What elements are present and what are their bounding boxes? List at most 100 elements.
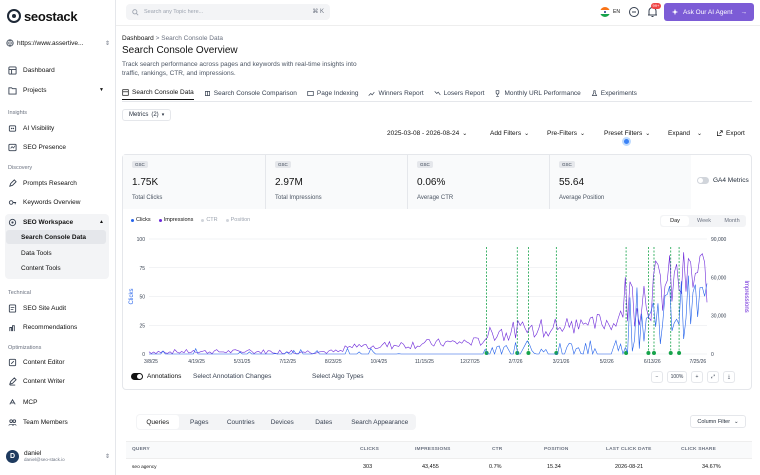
y2-tick-label: 0 <box>711 352 714 358</box>
sidebar-item-dashboard[interactable]: Dashboard <box>6 63 110 77</box>
preset-filters-label: Preset Filters <box>604 129 643 137</box>
sidebar-subitem-search-console-data[interactable]: Search Console Data <box>21 234 87 241</box>
table-tab-pages[interactable]: Pages <box>190 418 209 426</box>
ai-icon <box>8 124 17 132</box>
sidebar-subitem-data-tools[interactable]: Data Tools <box>21 250 52 257</box>
metric-card-impressions: GSC 2.97M Total Impressions <box>265 155 407 209</box>
column-header-ctr[interactable]: CTR <box>492 447 503 452</box>
annotation-marker <box>677 351 682 355</box>
metrics-label: Metrics <box>129 112 149 118</box>
granularity-day[interactable]: Day <box>661 216 689 226</box>
sidebar-item-content-writer[interactable]: Content Writer <box>6 374 110 388</box>
legend-position[interactable]: Position <box>225 217 250 223</box>
sidebar-item-label: Projects <box>23 86 47 94</box>
search-input[interactable]: Search any Topic here... ⌘ K <box>126 4 330 20</box>
column-header-click-share[interactable]: CLICK SHARE <box>681 447 716 452</box>
annotations-toggle[interactable]: Annotations <box>131 373 181 380</box>
tab-page-indexing[interactable]: Page Indexing <box>307 86 358 100</box>
column-header-clicks[interactable]: CLICKS <box>360 447 380 452</box>
zoom-in-button[interactable]: + <box>691 371 703 383</box>
y-tick-label: 0 <box>142 352 145 358</box>
sidebar-subitem-content-tools[interactable]: Content Tools <box>21 265 61 272</box>
sidebar-item-seo-presence[interactable]: SEO Presence <box>6 140 110 154</box>
india-flag-icon[interactable] <box>600 7 610 17</box>
sidebar-item-keywords-overview[interactable]: Keywords Overview <box>6 195 110 209</box>
y-tick-label: 50 <box>139 295 145 301</box>
metric-card-ctr: GSC 0.06% Average CTR <box>407 155 549 209</box>
tab-losers-report[interactable]: Losers Report <box>434 86 484 100</box>
user-menu[interactable]: D daniel daniel@seo-stack.io ⇕ <box>6 444 110 468</box>
table-tab-devices[interactable]: Devices <box>270 418 294 426</box>
metric-value: 55.64 <box>559 177 585 188</box>
search-icon <box>132 8 139 15</box>
column-header-impressions[interactable]: IMPRESSIONS <box>415 447 451 452</box>
tab-search-console-data[interactable]: Search Console Data <box>122 86 194 100</box>
chevron-down-icon: ⌄ <box>579 130 586 137</box>
tab-search-console-comparison[interactable]: Search Console Comparison <box>204 86 297 100</box>
table-tab-search-appearance[interactable]: Search Appearance <box>351 418 409 426</box>
table-tab-queries[interactable]: Queries <box>137 415 179 429</box>
granularity-month[interactable]: Month <box>724 218 740 224</box>
sidebar-item-ai-visibility[interactable]: AI Visibility <box>6 121 110 135</box>
annotation-marker <box>624 351 629 355</box>
gsc-badge: GSC <box>417 161 433 168</box>
table-tab-dates[interactable]: Dates <box>315 418 333 426</box>
brand-logo[interactable]: seostack <box>7 7 78 25</box>
add-filters-button[interactable]: Add Filters ⌄ <box>490 127 529 139</box>
sidebar-item-recommendations[interactable]: Recommendations <box>6 320 110 334</box>
sidebar-item-seo-site-audit[interactable]: SEO Site Audit <box>6 301 110 315</box>
tab-bar: Search Console Data Search Console Compa… <box>122 86 637 100</box>
site-selector-value: https://www.assertive... <box>17 39 84 47</box>
ga4-metrics-toggle[interactable]: GA4 Metrics <box>697 177 749 184</box>
legend-clicks[interactable]: Clicks <box>131 217 151 223</box>
date-range-picker[interactable]: 2025-03-08 - 2026-08-24 ⌄ <box>387 127 467 139</box>
zoom-out-button[interactable]: − <box>651 371 663 383</box>
tab-winners-report[interactable]: Winners Report <box>368 86 424 100</box>
page-title: Search Console Overview <box>122 45 238 56</box>
x-tick-label: 7/12/25 <box>279 359 296 365</box>
site-selector[interactable]: https://www.assertive... ⇕ <box>6 36 110 50</box>
language-code[interactable]: EN <box>613 9 620 15</box>
column-header-last-click-date[interactable]: LAST CLICK DATE <box>606 447 652 452</box>
cell-clicks: 303 <box>363 464 373 470</box>
sidebar-item-content-editor[interactable]: Content Editor <box>6 355 110 369</box>
gsc-badge: GSC <box>132 161 148 168</box>
sidebar-item-team-members[interactable]: Team Members <box>6 415 110 429</box>
sidebar-item-mcp[interactable]: MCP <box>6 395 110 409</box>
cell-click-share: 34.67% <box>702 464 721 470</box>
sidebar-item-prompts-research[interactable]: Prompts Research <box>6 176 110 190</box>
column-header-position[interactable]: POSITION <box>544 447 569 452</box>
pre-filters-button[interactable]: Pre-Filters ⌄ <box>547 127 585 139</box>
x-tick-label: 5/2/26 <box>600 359 614 365</box>
legend-ctr[interactable]: CTR <box>201 217 218 223</box>
active-highlight <box>6 230 106 244</box>
download-icon[interactable]: ⤓ <box>723 371 735 383</box>
gsc-badge: GSC <box>275 161 291 168</box>
sidebar-heading-technical: Technical <box>8 290 31 296</box>
key-icon <box>8 199 17 205</box>
select-algo-types[interactable]: Select Algo Types <box>312 373 364 380</box>
column-filter-button[interactable]: Column Filter ⌄ <box>690 415 746 428</box>
export-button[interactable]: Export <box>716 127 745 139</box>
zoom-level[interactable]: 100% <box>667 371 687 383</box>
sidebar-item-label: Prompts Research <box>23 179 77 187</box>
metrics-dropdown[interactable]: Metrics (2) ▾ <box>122 109 172 121</box>
column-header-query[interactable]: QUERY <box>132 447 150 452</box>
expand-button[interactable]: Expand ⌄ <box>668 127 702 139</box>
dashboard-icon <box>8 65 17 75</box>
tab-monthly-url-performance[interactable]: Monthly URL Performance <box>494 86 581 100</box>
table-tab-countries[interactable]: Countries <box>226 418 255 426</box>
chat-icon[interactable] <box>628 6 640 18</box>
annotation-marker <box>651 351 656 355</box>
sidebar-item-projects[interactable]: Projects ▼ <box>6 83 110 97</box>
select-annotation-changes[interactable]: Select Annotation Changes <box>193 373 272 380</box>
performance-chart[interactable]: 0 25 50 75 100 0 30,000 60,000 90,000 Clicks Impre… <box>123 229 753 369</box>
sidebar-item-seo-workspace[interactable]: SEO Workspace ▲ <box>6 215 110 229</box>
tab-experiments[interactable]: Experiments <box>591 86 637 100</box>
fullscreen-icon[interactable]: ⤢ <box>707 371 719 383</box>
granularity-week[interactable]: Week <box>697 218 711 224</box>
breadcrumb-root[interactable]: Dashboard <box>122 35 154 42</box>
preset-filters-button[interactable]: Preset Filters ⌄ <box>604 127 650 139</box>
legend-impressions[interactable]: Impressions <box>158 217 193 223</box>
ask-ai-agent-button[interactable]: Ask Our AI Agent → <box>664 3 754 21</box>
